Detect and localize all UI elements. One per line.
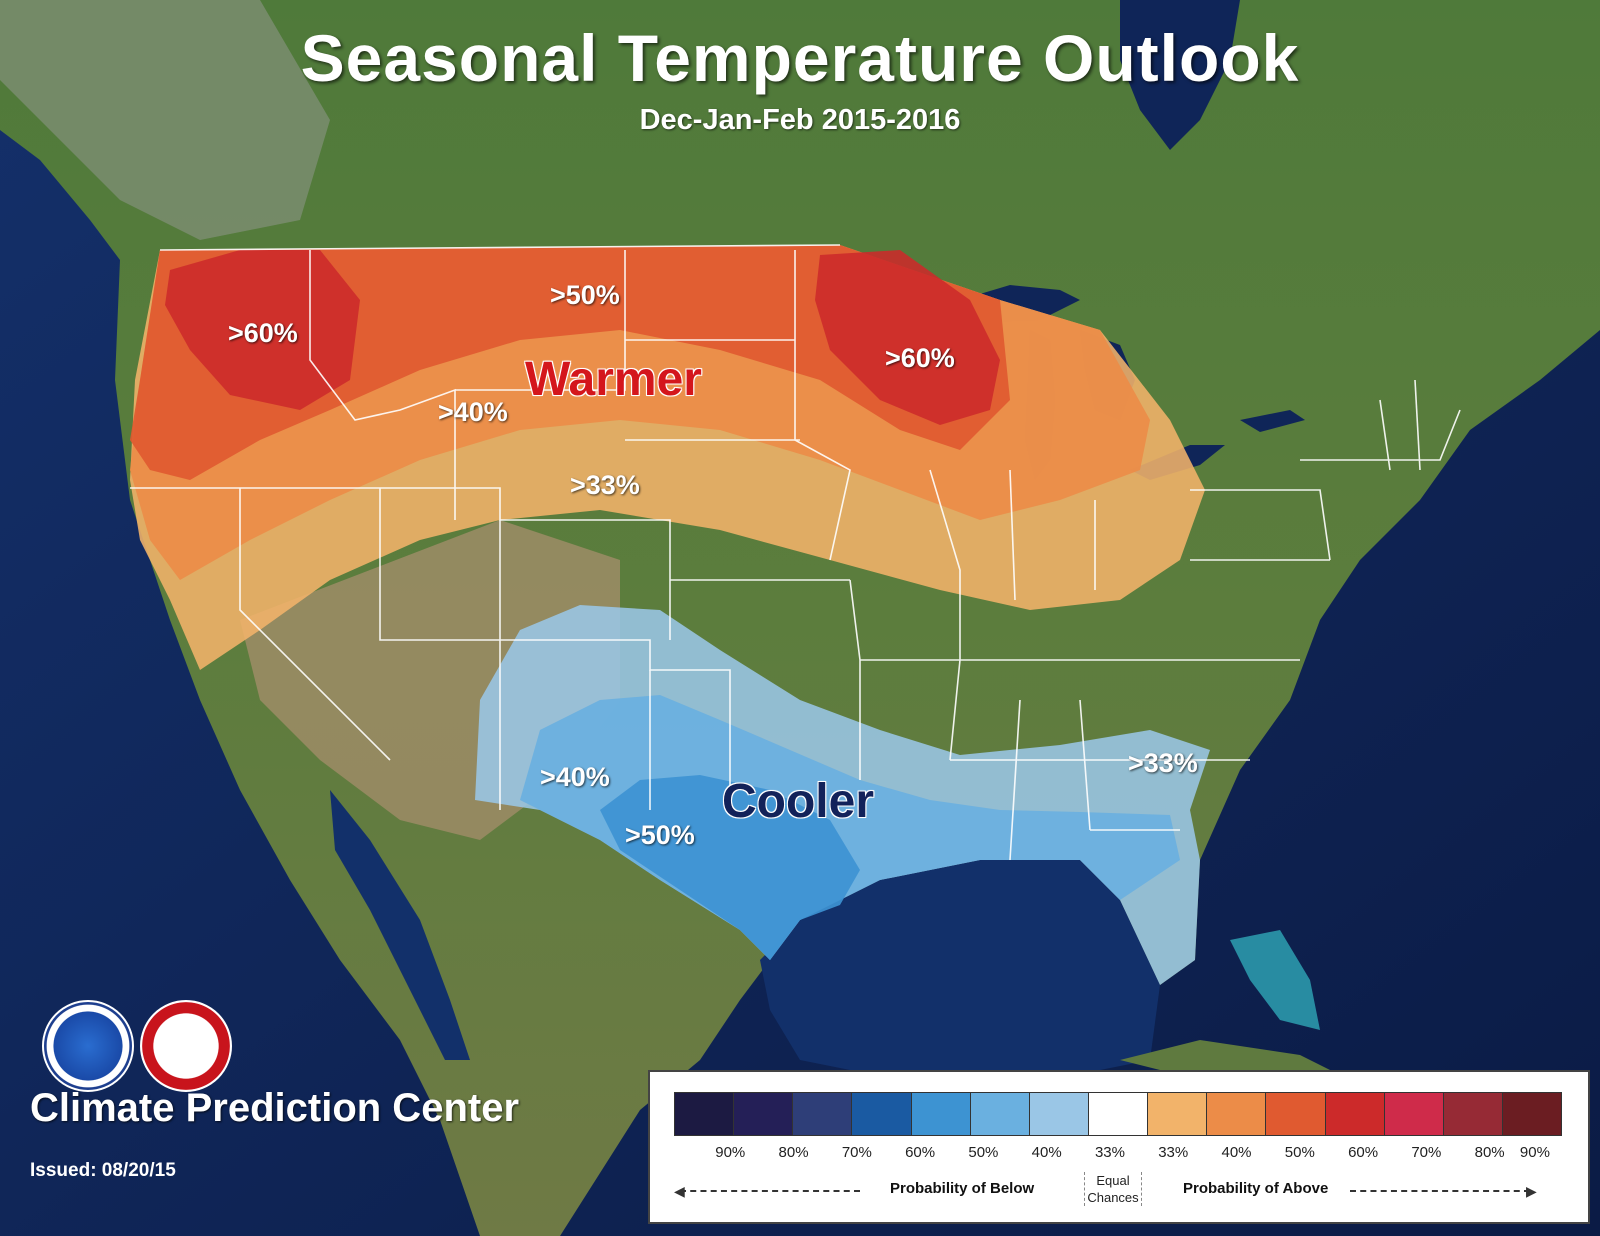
legend-swatch — [1029, 1093, 1089, 1135]
nws-logo-icon — [140, 1000, 232, 1092]
cool-50-band — [600, 775, 860, 960]
warm-60-ne — [815, 250, 1000, 425]
legend-tick: 50% — [968, 1144, 999, 1161]
contour-label: >33% — [1128, 748, 1198, 778]
legend-swatch — [852, 1093, 912, 1135]
legend-tick: 60% — [1348, 1144, 1379, 1161]
equal-line1: Equal — [1096, 1173, 1130, 1188]
legend-swatch — [1266, 1093, 1326, 1135]
arrow-right-icon: ▶ — [1526, 1183, 1537, 1199]
state-boundaries — [130, 244, 1461, 861]
legend-swatch — [1148, 1093, 1208, 1135]
legend-swatch — [1443, 1093, 1503, 1135]
legend-tick: 40% — [1031, 1144, 1062, 1161]
probability-above-label: Probability of Above — [1183, 1180, 1329, 1197]
probability-below-label: Probability of Below — [890, 1180, 1035, 1197]
lake-ontario — [1240, 410, 1305, 432]
contour-label: >40% — [438, 397, 508, 427]
contour-label: >40% — [540, 762, 610, 792]
legend-tick: 80% — [778, 1144, 809, 1161]
organization-name: Climate Prediction Center — [30, 1086, 520, 1130]
legend-swatch — [911, 1093, 971, 1135]
legend-swatch — [1207, 1093, 1267, 1135]
legend-tick: 33% — [1158, 1144, 1189, 1161]
gulf-of-mexico — [760, 860, 1160, 1080]
legend-tick: 90% — [1519, 1144, 1550, 1161]
contour-label: >33% — [570, 470, 640, 500]
map-subtitle: Dec-Jan-Feb 2015-2016 — [639, 104, 961, 136]
legend-tick: 70% — [1411, 1144, 1442, 1161]
legend-swatch — [1088, 1093, 1149, 1135]
contour-label: >50% — [625, 820, 695, 850]
legend-tick: 70% — [841, 1144, 872, 1161]
legend-tick: 40% — [1221, 1144, 1252, 1161]
legend-tick: 60% — [905, 1144, 936, 1161]
legend-tick: 50% — [1284, 1144, 1315, 1161]
gulf-of-california — [330, 790, 470, 1060]
arrow-left-icon: ◀ — [674, 1183, 685, 1199]
warm-60-nw — [165, 250, 360, 410]
legend-tick-labels: 90% 80% 70% 60% 50% 40% 33% 33% 40% 50% 60% 70% 80% 9… — [674, 1144, 1560, 1161]
legend-swatch — [970, 1093, 1030, 1135]
arrow-left-line — [680, 1190, 860, 1192]
bahamas — [1230, 930, 1320, 1030]
legend-swatch — [1325, 1093, 1385, 1135]
legend-tick: 90% — [715, 1144, 746, 1161]
cooler-label: Cooler — [722, 775, 875, 828]
contour-label: >60% — [228, 318, 298, 348]
contour-label: >50% — [550, 280, 620, 310]
cool-40-band — [520, 695, 1180, 960]
hudson-bay — [1120, 0, 1240, 150]
map-title: Seasonal Temperature Outlook — [300, 21, 1300, 95]
noaa-logo-icon — [42, 1000, 134, 1092]
legend-swatch — [793, 1093, 853, 1135]
legend-swatch — [675, 1093, 735, 1135]
issued-date: Issued: 08/20/15 — [30, 1160, 176, 1181]
warmer-label: Warmer — [525, 353, 702, 406]
rocky-mountains — [0, 0, 330, 240]
equal-line2: Chances — [1087, 1190, 1139, 1205]
legend-tick: 33% — [1094, 1144, 1125, 1161]
probability-legend: 90% 80% 70% 60% 50% 40% 33% 33% 40% 50% 60% 70% 80% 9… — [648, 1070, 1590, 1224]
contour-label: >60% — [885, 343, 955, 373]
equal-chances-label: Equal Chances — [1084, 1172, 1142, 1206]
legend-swatch — [1502, 1093, 1562, 1135]
legend-tick: 80% — [1474, 1144, 1505, 1161]
legend-swatch — [1384, 1093, 1444, 1135]
legend-color-bar — [674, 1092, 1562, 1136]
legend-swatch — [734, 1093, 794, 1135]
arrow-right-line — [1350, 1190, 1530, 1192]
